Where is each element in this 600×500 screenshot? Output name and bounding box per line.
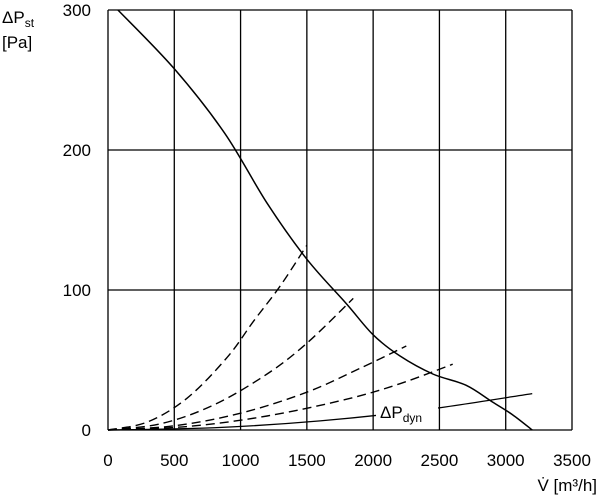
system-curve-line: [107, 345, 407, 431]
fan-curve-line: [117, 9, 533, 431]
series-group: [107, 9, 533, 431]
x-tick-label: 3000: [487, 451, 525, 470]
x-tick-label: 3500: [553, 451, 591, 470]
y-tick-label: 200: [63, 141, 91, 160]
dyn-label-text: ΔPdyn: [380, 403, 422, 425]
tick-labels: 0 500 1000 1500 2000 2500 3000 3500 0 100 200 300: [63, 1, 591, 470]
y-axis-unit: [Pa]: [2, 33, 32, 52]
y-tick-label: 300: [63, 1, 91, 20]
dyn-pressure-line: [107, 392, 533, 431]
x-tick-label: 2000: [354, 451, 392, 470]
x-tick-label: 1500: [288, 451, 326, 470]
system-curve-line: [107, 244, 308, 431]
system-curve-line: [107, 363, 453, 431]
x-axis-label: V̇ [m³/h]: [537, 476, 597, 495]
dyn-curve-label: ΔPdyn: [376, 400, 438, 426]
x-tick-label: 0: [103, 451, 112, 470]
y-tick-label: 100: [63, 281, 91, 300]
y-tick-label: 0: [82, 421, 91, 440]
grid: [107, 9, 573, 431]
x-tick-label: 2500: [421, 451, 459, 470]
system-curve-line: [107, 297, 354, 431]
x-tick-label: 1000: [222, 451, 260, 470]
x-tick-label: 500: [160, 451, 188, 470]
dyn-label-background: [376, 400, 438, 426]
y-axis-label: ΔPst: [2, 8, 35, 30]
